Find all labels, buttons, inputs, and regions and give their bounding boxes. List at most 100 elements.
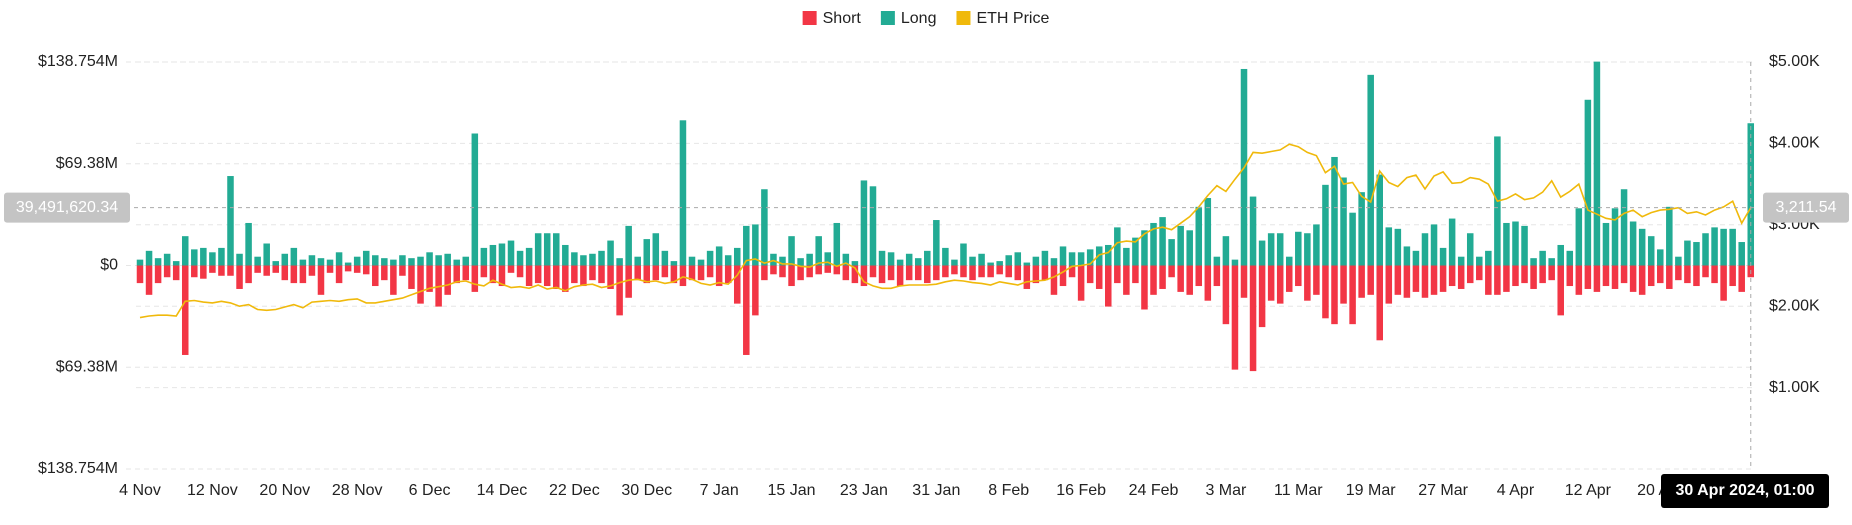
bar	[1231, 259, 1239, 266]
bar	[1349, 212, 1356, 266]
bar	[860, 180, 868, 266]
bar	[851, 261, 859, 266]
x-tick-label: 20 Nov	[259, 482, 310, 499]
bar	[245, 265, 252, 284]
bar	[580, 265, 587, 287]
bar	[1177, 225, 1184, 266]
bar	[1503, 222, 1510, 266]
y-tick-label: $138.754M	[38, 460, 118, 477]
bar	[833, 222, 841, 266]
bar	[815, 236, 822, 266]
x-tick-label: 8 Feb	[988, 482, 1029, 499]
bar	[362, 265, 370, 275]
y2-tick-label: $5.00K	[1769, 53, 1820, 70]
bar	[724, 265, 732, 284]
bar	[408, 265, 415, 289]
bar	[362, 250, 370, 266]
bar	[1394, 228, 1402, 266]
bar	[1295, 231, 1302, 266]
bar	[670, 261, 678, 266]
bar	[1521, 265, 1528, 284]
bar	[1105, 265, 1112, 307]
bar	[1403, 246, 1411, 266]
bar	[1702, 233, 1709, 266]
bar	[471, 265, 479, 292]
bar	[634, 256, 641, 266]
bar	[335, 252, 343, 266]
bar	[1385, 265, 1393, 304]
bar	[254, 256, 261, 266]
bar	[942, 247, 949, 266]
bar	[1159, 265, 1166, 289]
bar	[1159, 217, 1166, 266]
bar	[1693, 242, 1700, 266]
bar	[1693, 265, 1700, 287]
bar	[1322, 265, 1329, 319]
bar	[1394, 265, 1402, 295]
bar	[1258, 265, 1266, 328]
bar	[770, 253, 777, 266]
bar	[806, 265, 813, 278]
bar	[933, 220, 940, 266]
bar	[733, 265, 741, 304]
bar	[887, 252, 895, 266]
legend-label: Short	[823, 10, 862, 27]
bar	[1258, 240, 1266, 266]
bar	[1512, 265, 1519, 287]
bar	[1412, 250, 1420, 266]
bar	[263, 265, 270, 276]
bar	[344, 262, 352, 266]
bar	[145, 250, 153, 266]
y-tick-label: $0	[100, 257, 118, 274]
bar	[661, 265, 669, 278]
bar	[715, 246, 723, 266]
bar	[480, 247, 488, 266]
bar	[1430, 224, 1438, 266]
x-tick-label: 27 Mar	[1418, 482, 1468, 499]
bar	[688, 256, 696, 266]
y-tick-label: $69.38M	[56, 155, 118, 172]
bar	[1738, 265, 1745, 292]
bar	[1421, 265, 1429, 298]
bar	[1657, 265, 1664, 284]
bar	[1041, 265, 1049, 281]
bar	[1548, 258, 1555, 266]
bar	[1340, 265, 1347, 304]
x-tick-label: 3 Mar	[1205, 482, 1247, 499]
bar	[381, 258, 388, 266]
bar	[1295, 265, 1302, 287]
bar	[625, 265, 632, 298]
bar	[634, 265, 641, 281]
x-tick-label: 12 Apr	[1565, 482, 1612, 499]
bar	[290, 247, 298, 266]
bar	[1729, 265, 1736, 287]
bar	[209, 252, 216, 266]
bar	[390, 259, 397, 266]
bar	[417, 265, 424, 304]
bar	[281, 253, 289, 266]
bar	[1439, 247, 1447, 266]
bar	[1240, 265, 1248, 298]
bar	[299, 259, 307, 266]
x-tick-label: 6 Dec	[409, 482, 451, 499]
bar	[969, 265, 976, 281]
bar	[869, 265, 877, 278]
bar	[688, 265, 696, 281]
bar	[426, 252, 433, 266]
bar	[933, 265, 940, 281]
bar	[815, 265, 822, 275]
bar	[914, 258, 922, 266]
bar	[136, 259, 144, 266]
bar	[1611, 208, 1619, 266]
bar	[145, 265, 153, 295]
bar	[172, 261, 180, 266]
bar	[1249, 265, 1257, 372]
y2-tick-label: $1.00K	[1769, 379, 1820, 396]
bar	[1349, 265, 1356, 325]
bar	[1204, 198, 1212, 266]
bar	[1014, 252, 1022, 266]
bar	[589, 265, 596, 281]
bar	[607, 240, 614, 266]
bar	[706, 265, 714, 278]
bar	[743, 225, 750, 266]
